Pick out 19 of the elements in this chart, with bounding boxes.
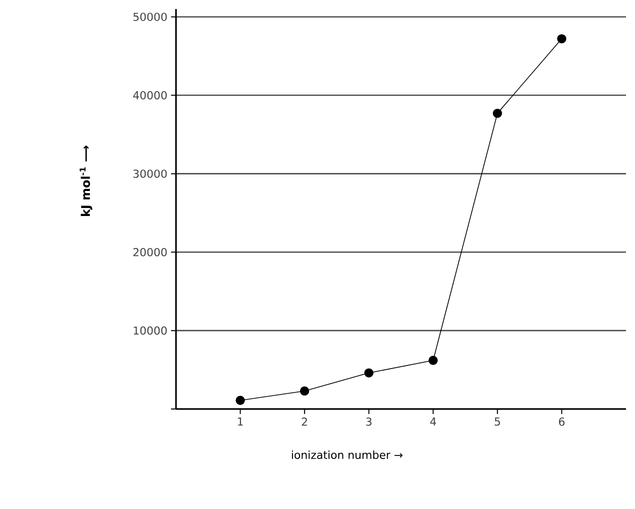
point [364, 368, 374, 378]
y-tick-label: 40000 [133, 91, 167, 100]
x-tick-label: 3 [366, 418, 372, 426]
x-tick-label: 2 [302, 418, 307, 426]
x-tick-label: 5 [494, 418, 500, 426]
point [236, 396, 245, 405]
point [492, 108, 502, 118]
point [428, 356, 438, 365]
y-tick-label: 30000 [133, 170, 167, 178]
y-axis-title: kJ mol$^{-1}$ ⟶ [80, 146, 92, 216]
x-tick-label: 4 [430, 418, 436, 426]
y-tick-label: 50000 [133, 12, 167, 21]
y-tick-label: 10000 [134, 326, 167, 335]
point [557, 34, 566, 44]
y-tick-label: 20000 [133, 248, 167, 256]
x-tick-label: 1 [238, 418, 243, 426]
x-axis-title: ionization number → [292, 450, 403, 459]
point [300, 386, 310, 396]
x-tick-label: 6 [559, 418, 565, 426]
